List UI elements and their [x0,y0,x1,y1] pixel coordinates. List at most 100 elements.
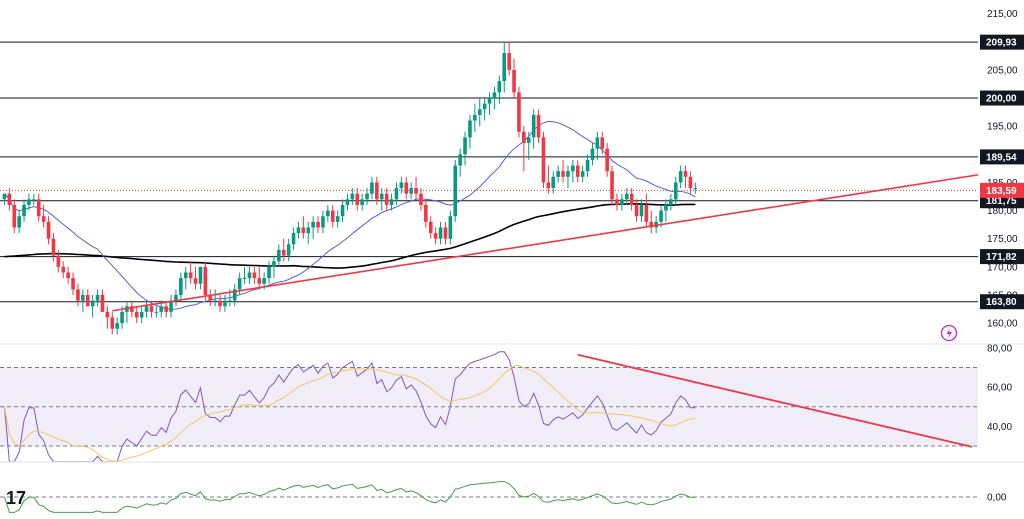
candle-body [414,188,418,194]
alert-icon[interactable] [940,324,958,342]
level-badge-label: 171,82 [986,252,1017,263]
candle-body [223,300,227,307]
candle-body [571,165,575,172]
candle-body [277,249,281,262]
candle-body [585,159,590,172]
oscillator-line [4,481,696,513]
candle-body [394,188,399,200]
candle-body [644,204,649,222]
candle-body [232,289,237,301]
level-badge [980,149,1024,165]
candle-body [228,300,232,302]
candle-body [61,266,66,273]
candle-body [335,216,340,222]
candle-body [664,204,668,211]
candle-body [629,193,634,205]
candle-body [154,311,159,313]
candle-body [203,266,208,295]
price-tick-label: 215,00 [987,9,1018,20]
candle-body [213,300,217,302]
level-badge [980,249,1024,265]
candle-body [370,182,374,194]
candle-body [330,210,335,222]
candle-body [306,227,311,234]
candle-body [433,233,438,239]
candle-body [683,171,688,177]
candle-body [32,199,36,201]
rsi-trendline[interactable] [577,353,973,448]
rsi-band [0,367,978,446]
level-badge-label: 209,93 [986,38,1017,49]
candle-body [144,306,149,312]
candle-body [301,227,306,234]
candle-body [492,92,497,99]
candle-body [693,188,698,190]
candle-body [507,53,511,70]
price-axis[interactable]: 215,00205,00195,00185,00180,00175,00170,… [987,9,1018,329]
candle-body [482,103,487,110]
candle-body [105,311,110,318]
candle-body [590,148,595,160]
candle-body [561,171,565,177]
candle-body [688,176,693,189]
candle-body [355,193,360,205]
candle-body [409,188,413,194]
last-price-label: 183,59 [986,186,1017,197]
candle-body [149,306,154,312]
candle-body [458,154,462,166]
candle-body [575,165,580,177]
candle-body [463,137,467,155]
candle-body [678,171,683,183]
candle-body [242,278,247,280]
oscillator-tick-label: 0,00 [987,493,1007,504]
candle-body [522,131,526,144]
candle-body [605,148,609,172]
price-tick-label: 180,00 [987,206,1018,217]
candle-body [526,137,531,144]
candle-body [90,300,95,307]
candle-body [384,193,389,205]
candle-body [208,294,213,301]
rsi-line [4,351,696,463]
candle-body [615,199,619,205]
level-badge-label: 200,00 [986,94,1017,105]
candle-body [610,171,614,200]
level-badge [980,294,1024,310]
rsi-tick-label: 60,00 [987,383,1012,394]
candle-body [95,294,100,301]
candle-body [428,221,433,234]
trendline-segment[interactable] [112,174,979,312]
candle-body [237,278,242,290]
candle-body [673,182,678,200]
candle-body [252,272,257,279]
candle-body [326,210,330,217]
ascending-trendline[interactable] [112,174,979,312]
candle-body [453,165,458,217]
candle-body [164,306,168,312]
level-badges: 209,93 200,00 189,54 181,75 171,82 163,80 183,… [980,34,1024,310]
candle-body [51,238,56,256]
candle-body [379,193,384,200]
candle-body [448,216,453,239]
candle-body [443,227,448,239]
candle-body [36,199,41,217]
price-tick-label: 205,00 [987,65,1018,76]
candle-body [531,114,536,138]
candle-body [7,193,12,205]
candle-body [183,272,188,279]
candle-body [130,306,134,312]
candle-body [22,204,26,217]
candle-body [286,244,291,256]
candle-body [438,227,443,239]
candle-body [375,182,379,200]
candle-body [267,266,271,279]
svg-text:17: 17 [6,488,26,508]
rsi-pane: 80,00 60,00 40,00 [0,343,1024,463]
horizontal-levels[interactable] [0,41,978,303]
candle-body [404,182,409,194]
oscillator-pane: 0,00 [0,461,1024,513]
rsi-tick-label: 80,00 [987,343,1012,354]
candle-body [198,266,203,284]
price-tick-label: 195,00 [987,122,1018,133]
